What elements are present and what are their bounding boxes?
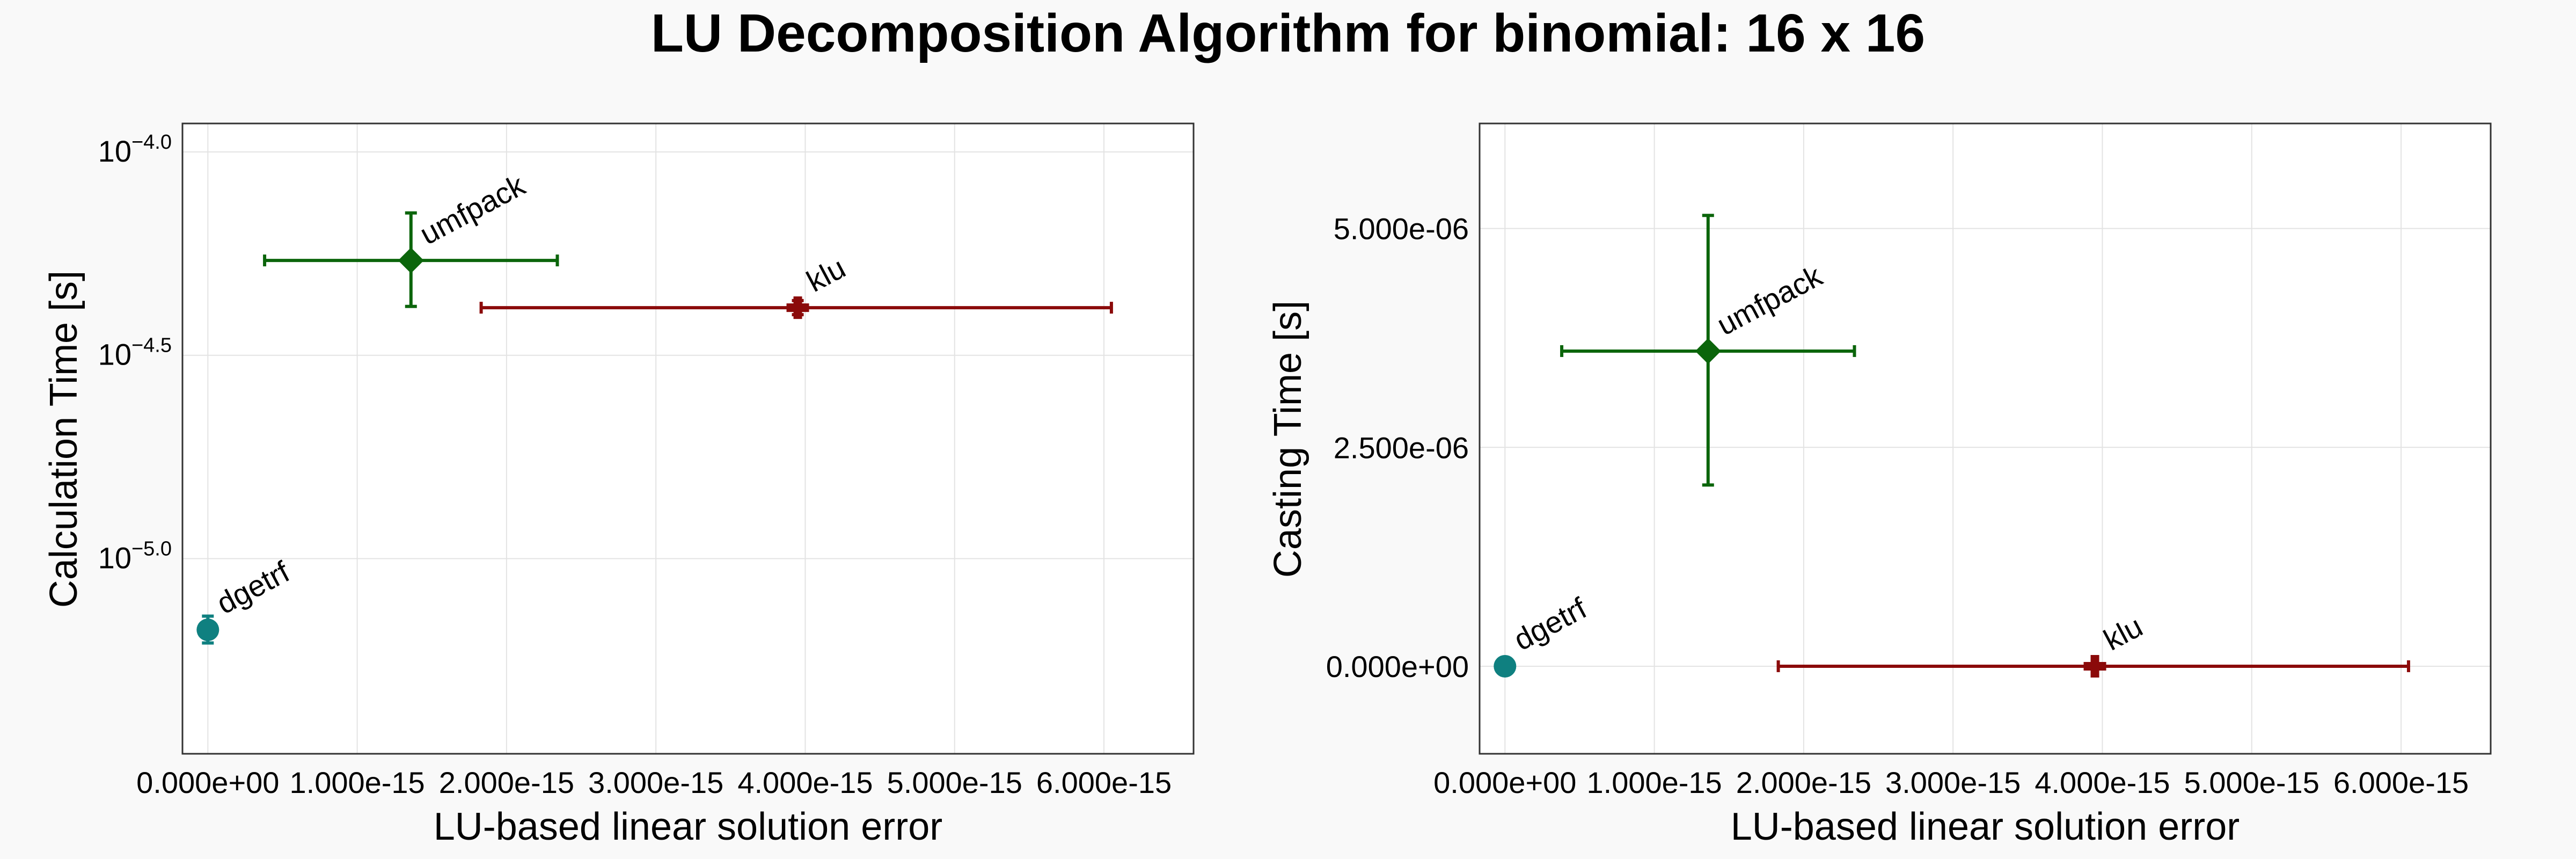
x-tick-label: 3.000e-15 [1885, 766, 2021, 799]
x-tick-label: 0.000e+00 [1433, 766, 1576, 799]
y-tick-label: 0.000e+00 [1326, 650, 1469, 683]
x-tick-label: 4.000e-15 [737, 766, 873, 799]
y-axis-label: Calculation Time [s] [42, 271, 85, 608]
x-tick-label: 5.000e-15 [2184, 766, 2319, 799]
figure-title: LU Decomposition Algorithm for binomial:… [651, 3, 1925, 63]
y-tick-label: 10−4.0 [98, 131, 172, 168]
data-point [1494, 654, 1517, 678]
plot-area [182, 123, 1194, 754]
x-tick-label: 1.000e-15 [1586, 766, 1722, 799]
x-axis-label: LU-based linear solution error [434, 805, 942, 848]
data-point [2083, 654, 2106, 678]
x-tick-label: 0.000e+00 [136, 766, 279, 799]
x-tick-label: 2.000e-15 [1736, 766, 1871, 799]
data-point [1695, 338, 1721, 364]
calculation-time-plot: Calculation Time [s] LU-based linear sol… [42, 122, 1195, 848]
casting-time-plot: Casting Time [s] LU-based linear solutio… [1267, 122, 2492, 848]
x-axis-label: LU-based linear solution error [1731, 805, 2240, 848]
plot-frame [181, 122, 1195, 755]
x-tick-label: 3.000e-15 [588, 766, 723, 799]
data-point [398, 247, 424, 274]
y-tick-label: 10−5.0 [98, 537, 172, 574]
y-tick-label: 5.000e-06 [1334, 212, 1469, 246]
data-point [786, 296, 809, 319]
x-tick-label: 6.000e-15 [1036, 766, 1172, 799]
x-tick-label: 4.000e-15 [2035, 766, 2170, 799]
plot-frame [1479, 122, 2492, 755]
x-tick-label: 5.000e-15 [887, 766, 1022, 799]
y-tick-label: 10−4.5 [98, 334, 172, 372]
x-tick-label: 2.000e-15 [439, 766, 574, 799]
plot-area [1480, 123, 2491, 754]
data-point [196, 618, 219, 642]
x-tick-label: 1.000e-15 [289, 766, 425, 799]
y-axis-label: Casting Time [s] [1267, 301, 1309, 578]
x-tick-label: 6.000e-15 [2333, 766, 2469, 799]
y-tick-label: 2.500e-06 [1334, 431, 1469, 464]
